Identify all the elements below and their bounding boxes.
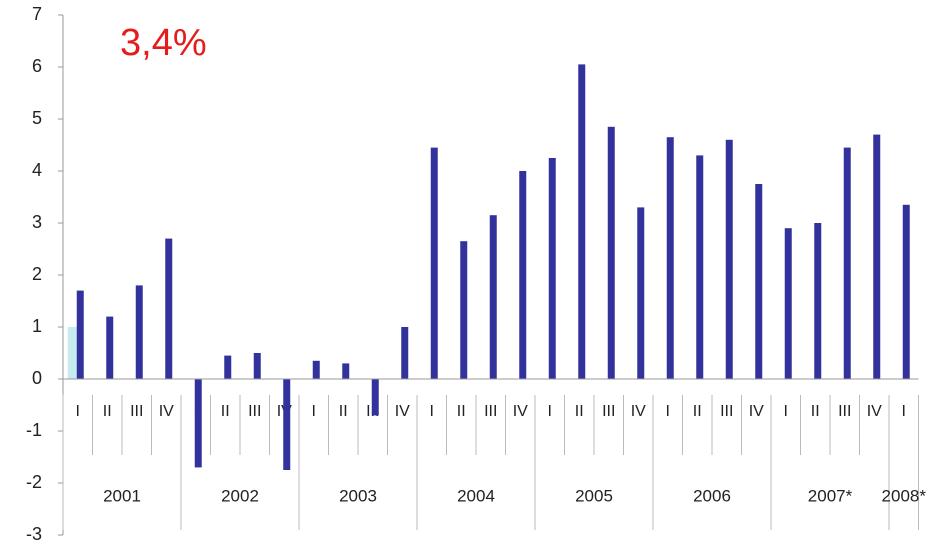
bar [76, 290, 84, 379]
y-tick-label: 0 [32, 368, 42, 388]
bar [135, 285, 143, 379]
x-tick-label: III [130, 403, 143, 420]
x-tick-label: IV [513, 403, 528, 420]
bar [902, 204, 910, 379]
x-tick-label: IV [159, 403, 174, 420]
bar [283, 379, 291, 470]
group-label: 2003 [339, 486, 377, 505]
bar [489, 215, 497, 379]
bar [814, 223, 822, 379]
y-tick-label: 7 [32, 4, 42, 24]
x-tick-label: IV [749, 403, 764, 420]
bar [312, 360, 320, 379]
bar [371, 379, 379, 416]
bar [519, 171, 527, 379]
bar [430, 147, 438, 379]
y-tick-label: 6 [32, 56, 42, 76]
bar [165, 238, 173, 379]
bar [548, 158, 556, 379]
bar [843, 147, 851, 379]
group-label: 2004 [457, 486, 495, 505]
group-label: 2007* [808, 486, 853, 505]
group-label: 2002 [221, 486, 259, 505]
bar [725, 139, 733, 379]
bar [106, 316, 114, 379]
y-tick-label: 2 [32, 264, 42, 284]
x-tick-label: I [784, 403, 788, 420]
x-tick-label: I [76, 403, 80, 420]
group-label: 2006 [693, 486, 731, 505]
bar [607, 126, 615, 379]
y-tick-label: -3 [26, 524, 42, 544]
bar [401, 327, 409, 379]
x-tick-label: I [312, 403, 316, 420]
x-tick-label: II [221, 403, 230, 420]
x-tick-label: II [811, 403, 820, 420]
bar [194, 379, 202, 468]
group-label: 2001 [103, 486, 141, 505]
bar [873, 134, 881, 379]
x-tick-label: III [838, 403, 851, 420]
bar [67, 327, 77, 379]
x-tick-label: I [902, 403, 906, 420]
bar [784, 228, 792, 379]
x-tick-label: IV [867, 403, 882, 420]
x-tick-label: I [666, 403, 670, 420]
x-tick-label: IV [631, 403, 646, 420]
x-tick-label: IV [395, 403, 410, 420]
y-tick-label: -1 [26, 420, 42, 440]
x-tick-label: II [457, 403, 466, 420]
bar [637, 207, 645, 379]
x-tick-label: I [430, 403, 434, 420]
x-tick-label: III [602, 403, 615, 420]
bar [342, 363, 350, 379]
x-tick-label: II [339, 403, 348, 420]
x-tick-label: II [103, 403, 112, 420]
bar [224, 355, 232, 379]
bar [253, 353, 261, 379]
bar [460, 241, 468, 379]
x-tick-label: III [484, 403, 497, 420]
y-tick-label: 4 [32, 160, 42, 180]
annotation: 3,4% [120, 22, 207, 64]
x-tick-label: III [720, 403, 733, 420]
y-tick-label: 3 [32, 212, 42, 232]
group-label: 2008* [882, 486, 927, 505]
x-tick-label: II [693, 403, 702, 420]
x-tick-label: I [548, 403, 552, 420]
y-tick-label: -2 [26, 472, 42, 492]
y-tick-label: 1 [32, 316, 42, 336]
x-tick-label: II [575, 403, 584, 420]
x-tick-label: III [248, 403, 261, 420]
bar [666, 137, 674, 379]
bar [578, 64, 586, 380]
bar [755, 184, 763, 379]
group-label: 2005 [575, 486, 613, 505]
y-tick-label: 5 [32, 108, 42, 128]
bar [696, 155, 704, 379]
